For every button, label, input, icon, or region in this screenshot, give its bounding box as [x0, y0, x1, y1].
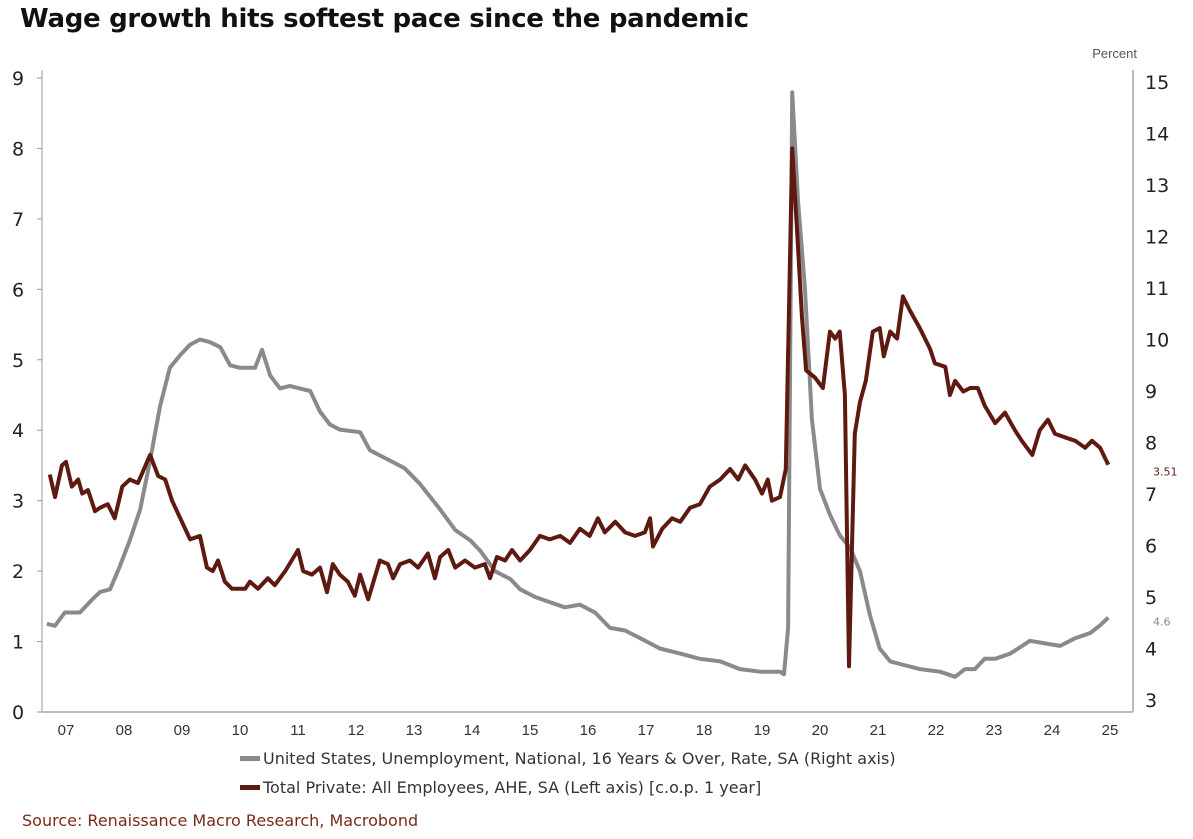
- left-tick-label: 5: [12, 350, 24, 372]
- right-tick-label: 5: [1145, 587, 1157, 609]
- x-tick-label: 18: [696, 722, 713, 739]
- left-tick-label: 3: [12, 491, 24, 513]
- right-tick-label: 14: [1145, 124, 1169, 146]
- right-tick-label: 15: [1145, 72, 1169, 94]
- right-tick-label: 11: [1145, 278, 1169, 300]
- x-tick-label: 23: [986, 722, 1003, 739]
- left-tick-label: 2: [12, 561, 24, 583]
- right-tick-label: 10: [1145, 330, 1169, 352]
- series-line-ahe: [47, 146, 1111, 669]
- right-axis-unit: Percent: [1092, 46, 1137, 61]
- x-tick-label: 13: [406, 722, 423, 739]
- x-tick-label: 11: [290, 722, 306, 739]
- right-tick-label: 12: [1145, 227, 1169, 249]
- x-tick-label: 25: [1102, 722, 1119, 739]
- right-tick-label: 6: [1145, 536, 1157, 558]
- end-label-ahe: 3.51: [1153, 466, 1178, 479]
- x-tick-label: 07: [58, 722, 75, 739]
- source-note: Source: Renaissance Macro Research, Macr…: [22, 811, 419, 830]
- legend-item-ahe: Total Private: All Employees, AHE, SA (L…: [240, 778, 761, 797]
- right-tick-label: 9: [1145, 381, 1157, 403]
- x-tick-label: 21: [870, 722, 887, 739]
- x-tick-label: 09: [174, 722, 191, 739]
- x-tick-label: 20: [812, 722, 829, 739]
- axes: [41, 70, 1134, 713]
- x-tick-label: 15: [522, 722, 539, 739]
- right-tick-label: 13: [1145, 175, 1169, 197]
- legend-item-unemployment: United States, Unemployment, National, 1…: [240, 749, 896, 768]
- x-tick-label: 14: [464, 722, 481, 739]
- left-tick-label: 8: [12, 138, 24, 160]
- right-tick-label: 8: [1145, 433, 1157, 455]
- series-line-unemployment: [46, 90, 1110, 679]
- x-tick-label: 16: [580, 722, 597, 739]
- legend-label-ahe: Total Private: All Employees, AHE, SA (L…: [263, 778, 762, 797]
- x-tick-label: 10: [232, 722, 249, 739]
- left-tick-label: 1: [12, 632, 24, 654]
- right-tick-label: 7: [1145, 484, 1157, 506]
- x-tick-label: 17: [638, 722, 655, 739]
- x-tick-label: 19: [754, 722, 771, 739]
- left-tick-label: 0: [12, 702, 24, 724]
- right-tick-label: 4: [1145, 639, 1157, 661]
- x-tick-label: 22: [928, 722, 945, 739]
- legend-label-unemployment: United States, Unemployment, National, 1…: [263, 749, 896, 768]
- legend-swatch-unemployment: [240, 756, 260, 761]
- right-tick-label: 3: [1145, 690, 1157, 712]
- x-tick-label: 12: [348, 722, 365, 739]
- left-tick-label: 9: [12, 68, 24, 90]
- left-tick-label: 4: [12, 420, 24, 442]
- left-tick-label: 6: [12, 279, 24, 301]
- chart-title: Wage growth hits softest pace since the …: [20, 4, 749, 34]
- end-label-unemployment: 4.6: [1153, 616, 1171, 629]
- x-tick-label: 24: [1044, 722, 1061, 739]
- legend-swatch-ahe: [240, 785, 260, 790]
- left-tick-label: 7: [12, 209, 24, 231]
- x-tick-label: 08: [116, 722, 133, 739]
